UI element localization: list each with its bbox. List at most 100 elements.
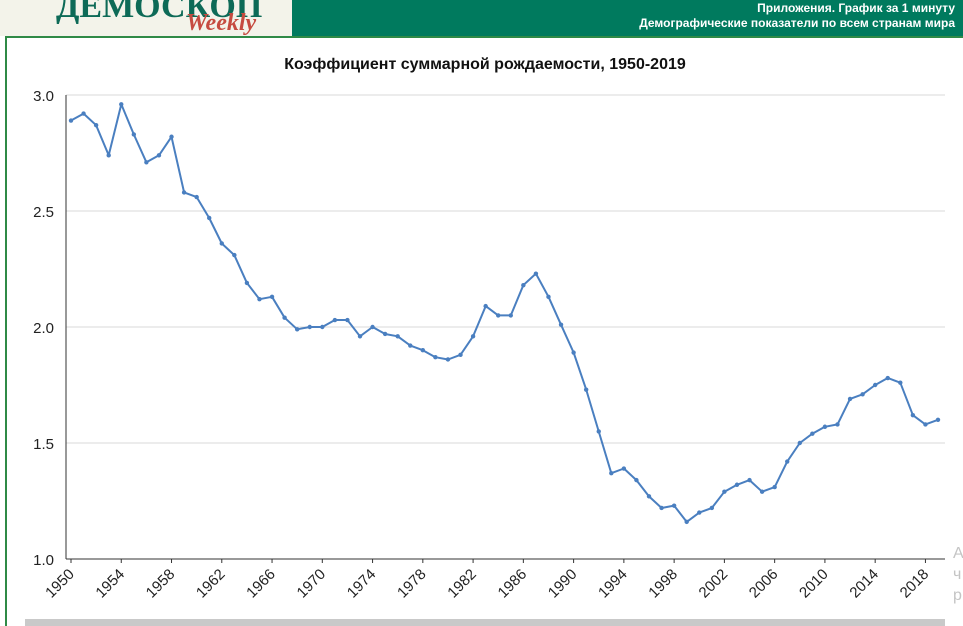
data-point [207,215,212,221]
data-point [294,327,300,332]
clipped-side-text: А ч р [953,543,963,606]
x-tick-label: 1970 [294,566,330,602]
x-tick-label: 2018 [897,566,933,602]
x-tick-label: 1954 [92,566,128,602]
y-tick-label: 3.0 [33,88,54,105]
x-tick-label: 1982 [444,566,480,602]
data-point [521,283,526,288]
clipped-text-2: ч [953,566,962,583]
data-point [722,489,727,494]
data-point [433,354,438,360]
data-point [797,440,802,446]
x-tick-label: 1962 [193,566,229,602]
data-point [219,241,224,246]
data-point [269,294,275,300]
clipped-text-3: р [953,587,962,604]
x-tick-label: 1998 [645,566,681,602]
chart-title: Коэффициент суммарной рождаемости, 1950-… [284,56,686,73]
x-tick-label: 1994 [595,566,631,602]
data-point [320,324,325,330]
data-point [860,392,865,397]
data-point [408,343,413,348]
data-point [810,431,815,436]
data-point [181,190,187,195]
site-header: ДЕМОСКОП Weekly Приложения. График за 1 … [0,0,963,36]
data-point [483,303,488,309]
data-point [458,352,463,358]
data-point [131,132,137,137]
x-tick-label: 1950 [42,566,78,602]
data-point [835,422,840,427]
data-point [194,194,199,200]
data-point [583,387,589,392]
data-point [671,503,677,508]
data-point [106,153,111,158]
data-point [872,382,878,388]
data-point [232,252,237,258]
data-point [898,380,903,385]
data-point [93,122,99,128]
data-point [596,429,601,434]
header-line-indicators[interactable]: Демографические показатели по всем стран… [639,16,955,30]
data-point [68,118,74,123]
data-point [470,334,476,339]
data-point [282,315,287,320]
y-tick-label: 1.5 [33,436,54,453]
data-point [420,348,426,353]
data-point [646,494,652,499]
data-point [747,477,752,483]
y-tick-label: 2.5 [33,204,54,221]
site-logo[interactable]: ДЕМОСКОП Weekly [0,0,292,36]
data-point [445,357,451,362]
clipped-text-1: А [953,545,963,562]
data-point [169,134,174,139]
data-point [709,505,715,511]
logo-main-text: ДЕМОСКОП [56,0,263,25]
header-caption: Приложения. График за 1 минуту Демографи… [639,1,955,31]
data-point [382,331,388,337]
data-point [634,477,639,483]
horizontal-scrollbar[interactable] [25,619,945,626]
data-point [496,313,501,318]
data-point [370,324,375,330]
data-point [546,294,551,300]
series-line [70,103,939,523]
data-point [847,396,853,402]
x-tick-label: 2006 [746,566,782,602]
data-point [609,470,614,476]
data-point [357,334,363,339]
data-point [119,102,124,107]
x-tick-label: 2014 [846,566,882,602]
data-point [621,466,627,471]
x-tick-label: 1974 [344,566,380,602]
data-point [822,424,828,429]
data-point [81,111,86,116]
data-point [395,334,400,339]
x-tick-label: 1966 [243,566,279,602]
data-point [508,313,513,318]
data-point [533,271,539,276]
data-point [772,484,777,490]
x-tick-label: 2002 [696,566,732,602]
data-point [345,317,350,323]
data-point [558,322,564,327]
data-point [923,422,928,427]
data-point [734,482,740,487]
y-tick-label: 2.0 [33,320,54,337]
header-line-apps[interactable]: Приложения. График за 1 минуту [757,1,955,15]
data-point [156,153,162,158]
data-point [684,519,689,525]
x-tick-label: 1978 [394,566,430,602]
data-point [785,459,790,464]
data-point [144,160,149,165]
data-point [759,489,765,494]
data-point [244,280,250,286]
data-point [935,417,941,422]
x-tick-label: 1990 [545,566,581,602]
data-point [307,324,312,330]
data-point [257,296,262,302]
x-tick-label: 2010 [796,566,832,602]
y-tick-label: 1.0 [33,552,54,569]
